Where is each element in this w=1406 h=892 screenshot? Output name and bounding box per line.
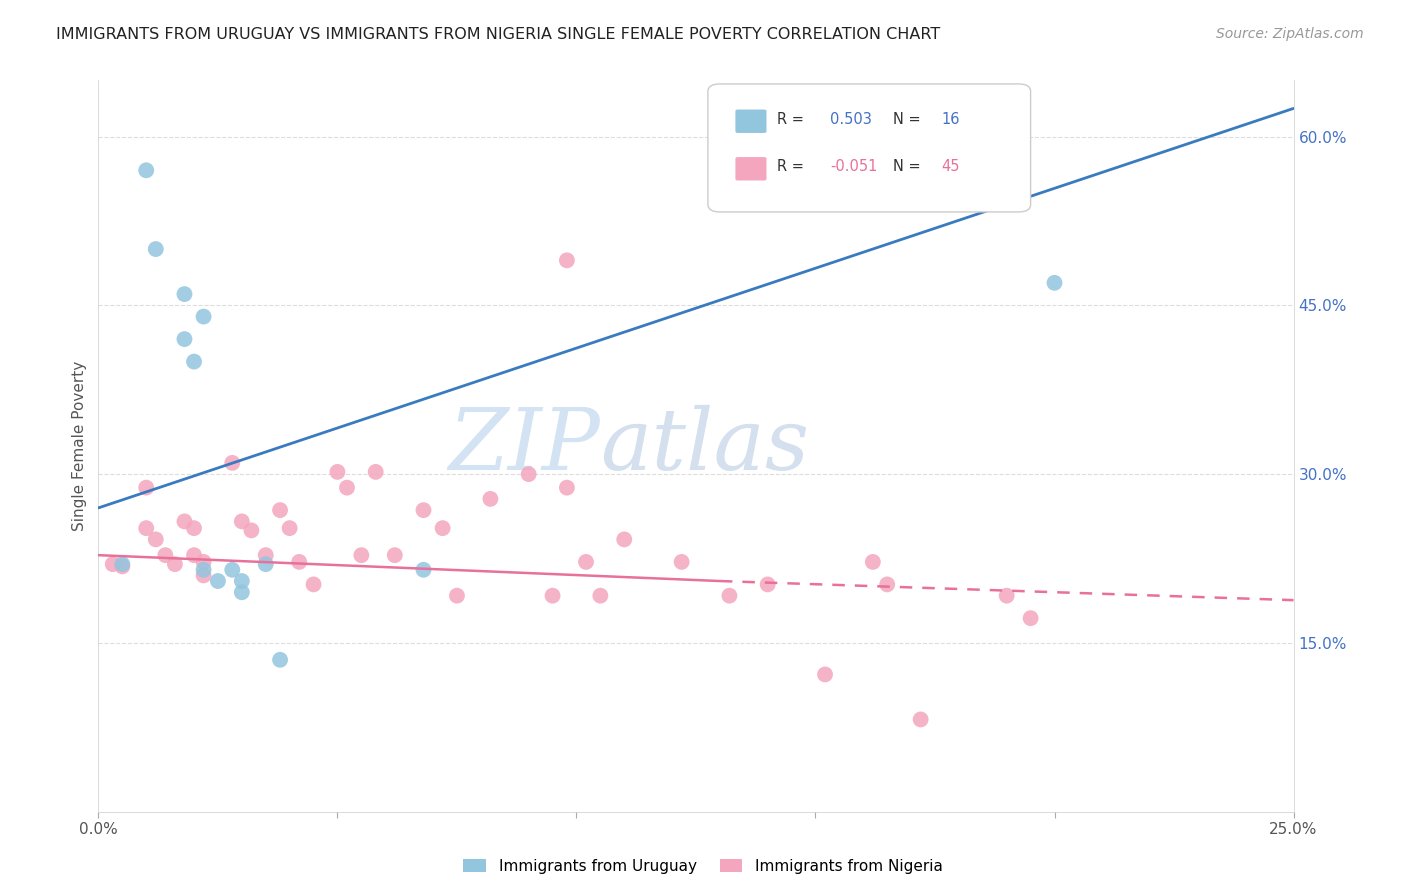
Point [1043,276,1066,290]
Point [207,574,229,588]
Point [163,557,186,571]
Y-axis label: Single Female Poverty: Single Female Poverty [72,361,87,531]
Point [231,515,253,529]
Point [269,503,291,517]
Point [111,559,134,574]
Point [173,287,195,301]
Point [384,548,406,562]
Point [517,467,540,482]
Text: -0.051: -0.051 [830,159,877,174]
Point [173,515,195,529]
Point [173,332,195,346]
FancyBboxPatch shape [735,110,766,133]
Point [135,521,157,535]
Point [589,589,612,603]
Text: 16: 16 [941,112,959,127]
Point [269,653,291,667]
Point [155,548,177,562]
Point [541,589,564,603]
Point [302,577,325,591]
Point [350,548,373,562]
Point [254,548,277,562]
Point [135,481,157,495]
Point [145,242,167,256]
Text: 0.503: 0.503 [830,112,872,127]
Text: N =: N = [893,159,925,174]
Text: ZIP: ZIP [449,405,600,487]
Text: Source: ZipAtlas.com: Source: ZipAtlas.com [1216,27,1364,41]
Text: R =: R = [778,159,808,174]
Point [101,557,124,571]
Point [135,163,157,178]
Point [862,555,884,569]
Point [240,524,263,538]
Point [193,563,215,577]
Point [876,577,898,591]
Point [671,555,693,569]
Point [183,521,205,535]
Point [814,667,837,681]
Point [756,577,779,591]
Text: 45: 45 [941,159,959,174]
Point [336,481,359,495]
Point [479,491,502,506]
Point [183,548,205,562]
Point [718,589,741,603]
Point [910,713,932,727]
Point [221,563,243,577]
Point [555,253,578,268]
Point [412,503,434,517]
Point [221,456,243,470]
Text: atlas: atlas [600,405,810,487]
Point [231,585,253,599]
Point [193,568,215,582]
Point [364,465,387,479]
Point [193,555,215,569]
Point [432,521,454,535]
Point [326,465,349,479]
Point [412,563,434,577]
Legend: Immigrants from Uruguay, Immigrants from Nigeria: Immigrants from Uruguay, Immigrants from… [457,853,949,880]
FancyBboxPatch shape [709,84,1031,212]
Point [145,533,167,547]
Point [231,574,253,588]
Point [1019,611,1042,625]
Text: N =: N = [893,112,925,127]
Point [193,310,215,324]
Point [254,557,277,571]
FancyBboxPatch shape [735,157,766,180]
Point [278,521,301,535]
Point [183,354,205,368]
Point [575,555,598,569]
Point [446,589,468,603]
Point [111,557,134,571]
Point [288,555,311,569]
Point [613,533,636,547]
Point [995,589,1018,603]
Point [555,481,578,495]
Text: IMMIGRANTS FROM URUGUAY VS IMMIGRANTS FROM NIGERIA SINGLE FEMALE POVERTY CORRELA: IMMIGRANTS FROM URUGUAY VS IMMIGRANTS FR… [56,27,941,42]
Text: R =: R = [778,112,808,127]
